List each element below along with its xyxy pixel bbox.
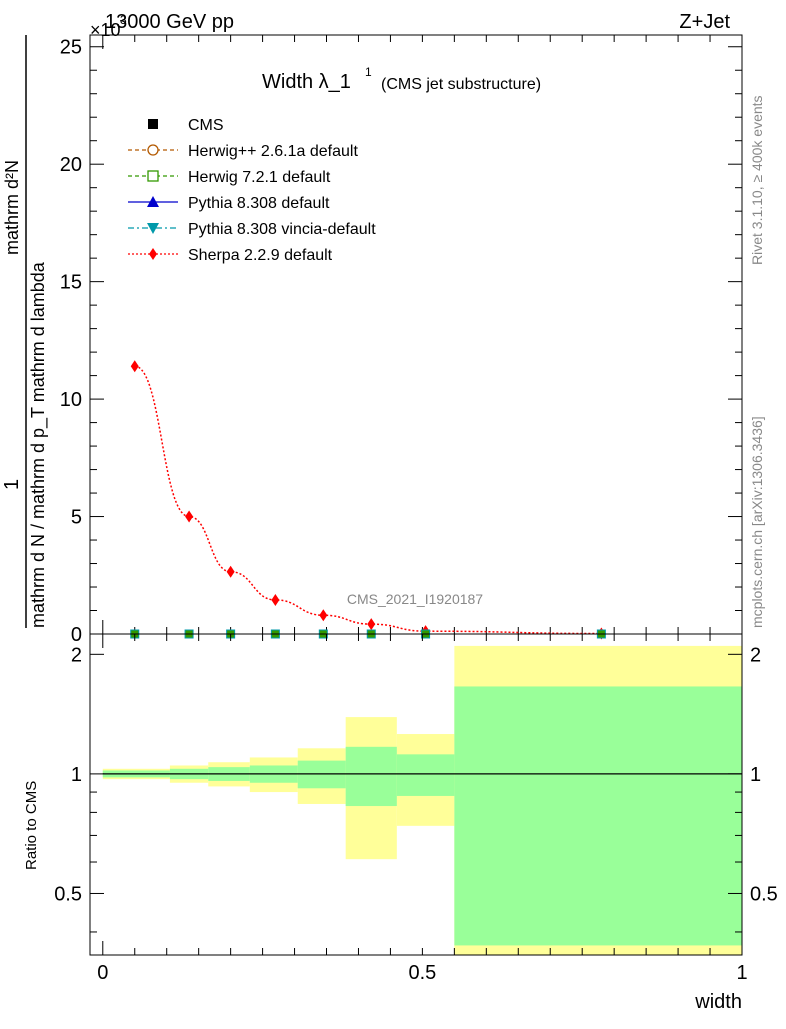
ratio-y-tick-label: 0.5 <box>750 883 778 905</box>
ratio-ylabel: Ratio to CMS <box>23 781 40 870</box>
y-tick-label: 0 <box>71 624 82 646</box>
sherpa-line <box>134 365 602 635</box>
legend-label: Herwig 7.2.1 default <box>188 169 331 186</box>
ratio-band-green <box>396 754 455 796</box>
chart-title: Width λ_1 <box>262 71 351 93</box>
analysis-watermark: CMS_2021_I1920187 <box>347 591 483 607</box>
ratio-y-tick-label: 2 <box>750 644 761 666</box>
ylabel-one: 1 <box>1 479 23 490</box>
x-axis-label: width <box>694 991 742 1013</box>
chart-title-sub: (CMS jet substructure) <box>381 76 541 93</box>
sherpa-point <box>185 510 194 523</box>
sherpa-point <box>271 593 280 606</box>
ratio-frame <box>89 633 743 956</box>
legend-marker <box>147 223 159 234</box>
x-tick-label: 0.5 <box>408 962 436 984</box>
y-tick-label: 5 <box>71 507 82 529</box>
ratio-y-tick-label: 1 <box>750 764 761 786</box>
legend-marker <box>149 248 157 260</box>
y-tick-label: 20 <box>60 154 82 176</box>
legend-marker <box>147 196 159 207</box>
legend-marker <box>147 144 159 156</box>
ylabel-fraction-num: mathrm d²N <box>2 160 22 255</box>
legend-label: Sherpa 2.2.9 default <box>188 247 333 264</box>
exponent-power: 3 <box>120 13 127 27</box>
ratio-y-tick-label: 1 <box>71 764 82 786</box>
legend-label: CMS <box>188 117 224 134</box>
sherpa-point <box>367 618 376 631</box>
sherpa-point <box>226 565 235 578</box>
legend-label: Herwig++ 2.6.1a default <box>188 143 358 160</box>
legend-marker <box>147 170 159 182</box>
legend-marker <box>148 119 158 129</box>
ratio-band-green <box>345 746 397 807</box>
x-tick-label: 1 <box>736 962 747 984</box>
ratio-band-green <box>454 686 742 946</box>
y-tick-label: 10 <box>60 389 82 411</box>
process-label: Z+Jet <box>679 11 730 33</box>
sherpa-point <box>319 609 328 622</box>
chart-title-sup: 1 <box>365 65 372 79</box>
energy-label: 13000 GeV pp <box>105 11 234 33</box>
legend-label: Pythia 8.308 vincia-default <box>188 221 376 238</box>
y-tick-label: 25 <box>60 37 82 59</box>
ylabel-main: mathrm d N / mathrm d p_T mathrm d lambd… <box>28 261 49 628</box>
sherpa-point <box>130 360 139 373</box>
mcplots-label: mcplots.cern.ch [arXiv:1306.3436] <box>749 416 765 628</box>
ratio-y-tick-label: 2 <box>71 644 82 666</box>
ratio-y-tick-label: 0.5 <box>54 883 82 905</box>
x-tick-label: 0 <box>97 962 108 984</box>
exponent-label: ×10 <box>90 20 121 40</box>
top-ylabel: 1 mathrm d²N mathrm d N / mathrm d p_T m… <box>1 35 49 628</box>
y-tick-label: 15 <box>60 272 82 294</box>
legend-label: Pythia 8.308 default <box>188 195 330 212</box>
rivet-label: Rivet 3.1.10, ≥ 400k events <box>749 95 765 265</box>
